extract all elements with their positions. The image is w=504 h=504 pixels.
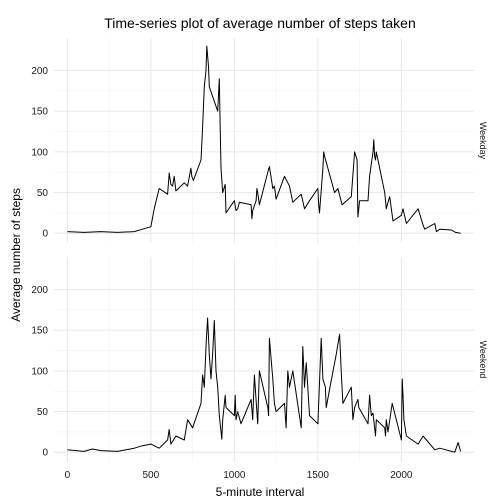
- chart-title: Time-series plot of average number of st…: [104, 15, 416, 31]
- y-tick-label: 50: [37, 407, 49, 418]
- y-tick-label: 150: [31, 326, 48, 337]
- facet-panels: 0 50 100 150 200 Weekday 0 50 100 150 200 Weekend 0 5…: [31, 38, 488, 481]
- panel-weekend: 0 50 100 150 200 Weekend 0 500 1000 1500 2000: [31, 257, 488, 481]
- x-tick-label: 1500: [307, 470, 330, 481]
- y-tick-label: 100: [31, 366, 48, 377]
- y-axis-title: Average number of steps: [9, 188, 23, 322]
- x-axis-title: 5-minute interval: [216, 485, 305, 499]
- y-tick-label: 0: [42, 229, 48, 240]
- y-tick-label: 200: [31, 66, 48, 77]
- y-tick-label: 0: [42, 448, 48, 459]
- x-tick-label: 500: [143, 470, 160, 481]
- y-tick-label: 100: [31, 147, 48, 158]
- x-tick-label: 0: [65, 470, 71, 481]
- y-tick-label: 200: [31, 285, 48, 296]
- y-tick-label: 50: [37, 188, 49, 199]
- strip-label-weekend: Weekend: [478, 341, 488, 379]
- strip-label-weekday: Weekday: [478, 122, 488, 160]
- y-tick-label: 150: [31, 107, 48, 118]
- series-line-weekday: [67, 45, 461, 234]
- series-line-weekend: [67, 317, 462, 453]
- panel-weekday: 0 50 100 150 200 Weekday: [31, 38, 488, 243]
- x-tick-label: 1000: [223, 470, 246, 481]
- x-tick-label: 2000: [390, 470, 413, 481]
